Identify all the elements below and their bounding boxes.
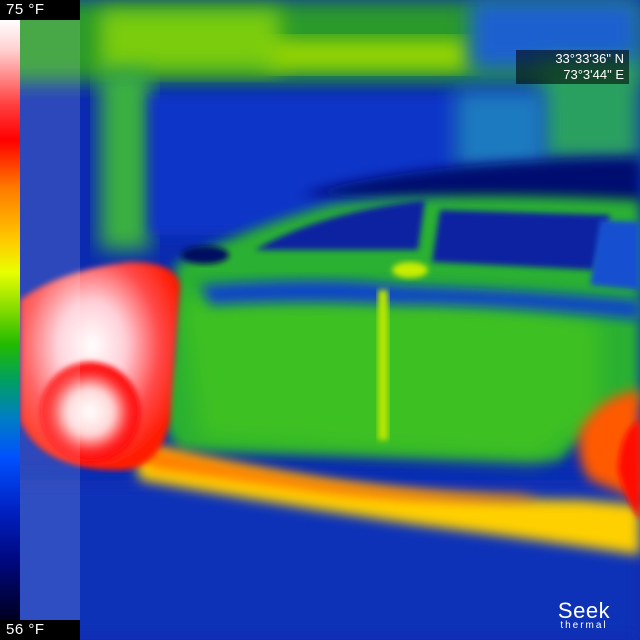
brand-subtitle: thermal [560,620,608,631]
temperature-scale-bar [0,20,20,620]
gps-coordinates: 33°33'36" N 73°3'44" E [516,50,629,84]
gps-longitude: 73°3'44" E [563,67,624,82]
seek-thermal-logo: Seek thermal [542,600,626,631]
brand-name: Seek [557,598,611,623]
temperature-min-label: 56 °F [0,620,80,640]
gps-latitude: 33°33'36" N [555,51,624,66]
scale-overlay-strip [20,0,80,640]
temperature-max-label: 75 °F [0,0,80,20]
